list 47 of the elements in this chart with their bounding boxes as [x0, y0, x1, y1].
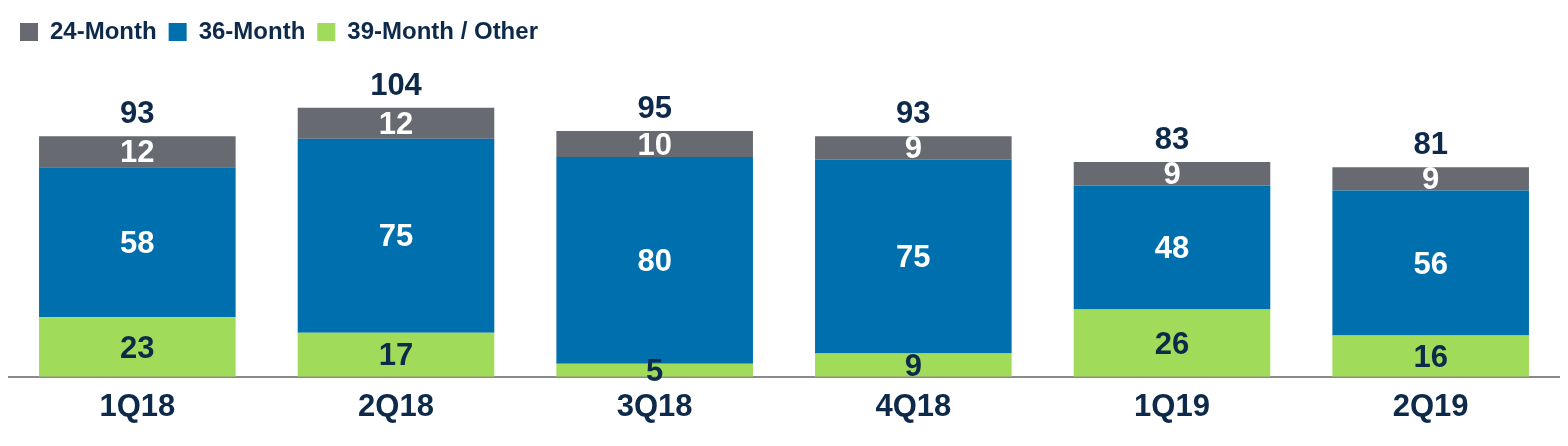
total-label: 93	[896, 95, 931, 131]
data-label: 9	[1163, 156, 1181, 192]
x-tick-label: 1Q18	[99, 387, 176, 423]
bar	[815, 136, 1012, 160]
data-label: 75	[378, 218, 414, 254]
total-label: 93	[120, 95, 155, 131]
data-label: 9	[904, 130, 922, 166]
total-label: 104	[370, 66, 423, 102]
bar	[1073, 309, 1271, 377]
bar	[815, 159, 1012, 354]
bar	[1073, 162, 1271, 186]
data-label: 56	[1413, 245, 1448, 281]
bar	[556, 131, 753, 157]
bar	[39, 136, 236, 168]
x-tick-label: 4Q18	[875, 387, 952, 423]
data-label: 9	[904, 347, 922, 383]
data-label: 75	[896, 239, 931, 275]
bar	[39, 167, 236, 318]
bar	[1332, 190, 1529, 336]
x-tick-label: 1Q19	[1134, 387, 1210, 423]
bar	[297, 138, 495, 333]
legend-label: 36-Month	[198, 16, 306, 44]
total-label: 95	[637, 90, 672, 126]
bar	[1332, 335, 1529, 377]
x-tick-label: 3Q18	[616, 387, 693, 423]
data-label: 80	[637, 242, 672, 278]
x-tick-label: 2Q19	[1392, 387, 1469, 423]
bar	[297, 332, 495, 377]
legend-label: 24-Month	[50, 16, 157, 44]
bar	[39, 317, 236, 377]
data-label: 48	[1154, 230, 1190, 266]
total-label: 81	[1413, 126, 1448, 162]
data-label: 12	[120, 134, 155, 170]
data-label: 26	[1154, 325, 1190, 361]
data-label: 10	[637, 126, 672, 162]
data-label: 12	[378, 105, 414, 141]
x-tick-label: 2Q18	[358, 387, 434, 423]
data-label: 23	[120, 329, 155, 365]
total-label: 83	[1154, 121, 1190, 157]
bar	[1073, 185, 1271, 310]
bar	[297, 107, 495, 139]
data-label: 9	[1422, 161, 1440, 197]
data-label: 16	[1413, 338, 1448, 374]
bar	[1332, 167, 1529, 191]
data-label: 17	[378, 337, 414, 373]
data-label: 58	[120, 224, 155, 260]
legend-label: 39-Month / Other	[347, 16, 538, 44]
